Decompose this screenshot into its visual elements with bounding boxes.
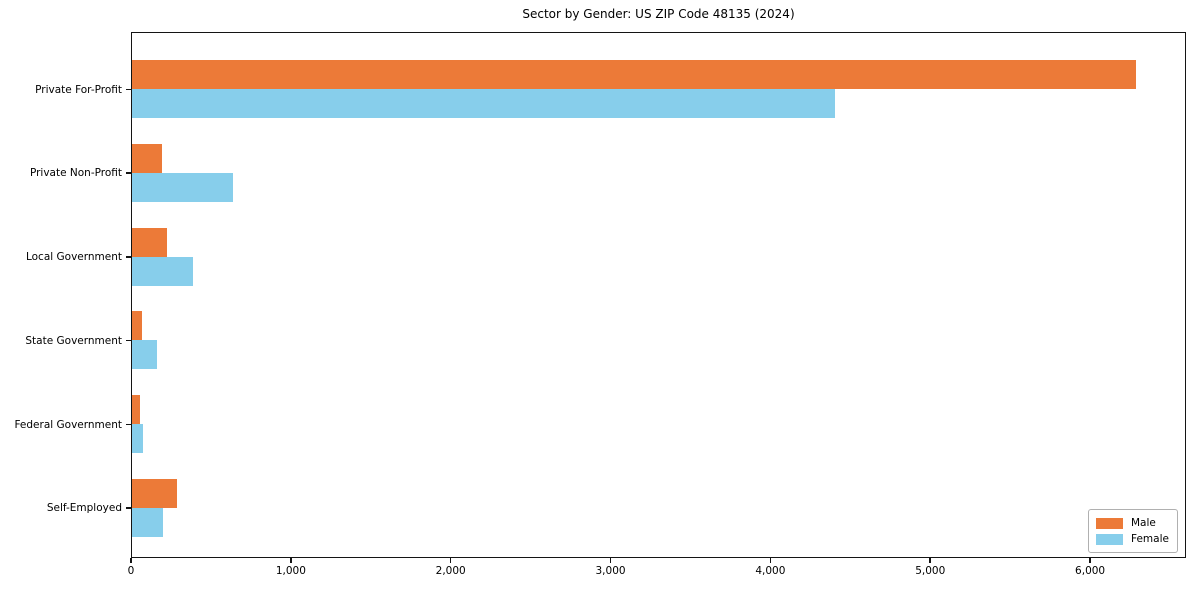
x-tick-mark [609, 558, 612, 563]
bar-male-private-for-profit [132, 60, 1136, 90]
legend-label-male: Male [1131, 517, 1156, 529]
x-tick-mark [929, 558, 931, 563]
x-tick-mark [1089, 558, 1091, 563]
legend-swatch-male [1096, 517, 1123, 529]
bar-male-self-employed [132, 478, 177, 508]
legend-item-male: Male [1089, 515, 1177, 531]
x-tick-mark [290, 558, 292, 563]
bar-female-self-employed [132, 507, 164, 537]
y-tick-mark [126, 256, 131, 258]
bar-male-private-non-profit [132, 143, 163, 173]
x-tick-mark [769, 558, 772, 563]
y-tick-mark [126, 172, 131, 174]
x-tick-mark [449, 558, 452, 563]
bar-female-local-government [132, 256, 193, 286]
y-tick-label-private-for-profit: Private For-Profit [35, 83, 122, 96]
x-tick-label-1-000: 1,000 [275, 565, 306, 577]
x-tick-label-4-000: 4,000 [755, 565, 786, 577]
y-tick-mark [126, 339, 131, 342]
x-tick-label-3-000: 3,000 [595, 565, 626, 577]
y-tick-mark [126, 423, 131, 426]
legend-item-female: Female [1089, 531, 1177, 547]
plot-area [131, 32, 1186, 558]
x-tick-label-0: 0 [127, 565, 135, 577]
bar-male-federal-government [132, 395, 140, 425]
x-tick-label-6-000: 6,000 [1075, 565, 1106, 577]
legend-swatch-female [1096, 533, 1123, 545]
y-tick-label-federal-government: Federal Government [14, 418, 122, 431]
y-tick-mark [126, 507, 131, 509]
bar-female-private-non-profit [132, 172, 233, 202]
chart-title: Sector by Gender: US ZIP Code 48135 (202… [522, 7, 795, 21]
bar-female-state-government [132, 340, 157, 370]
y-tick-mark [126, 88, 131, 91]
bar-female-federal-government [132, 424, 144, 454]
x-tick-mark [130, 558, 132, 563]
legend-label-female: Female [1131, 533, 1169, 545]
bar-female-private-for-profit [132, 89, 836, 119]
y-tick-label-local-government: Local Government [25, 251, 122, 264]
x-tick-label-5-000: 5,000 [915, 565, 946, 577]
bar-male-state-government [132, 311, 142, 341]
y-tick-label-state-government: State Government [25, 334, 122, 347]
bar-male-local-government [132, 227, 168, 257]
x-tick-label-2-000: 2,000 [435, 565, 466, 577]
y-tick-label-private-non-profit: Private Non-Profit [29, 167, 122, 180]
y-tick-label-self-employed: Self-Employed [46, 502, 122, 515]
legend: Male Female [1088, 509, 1178, 553]
